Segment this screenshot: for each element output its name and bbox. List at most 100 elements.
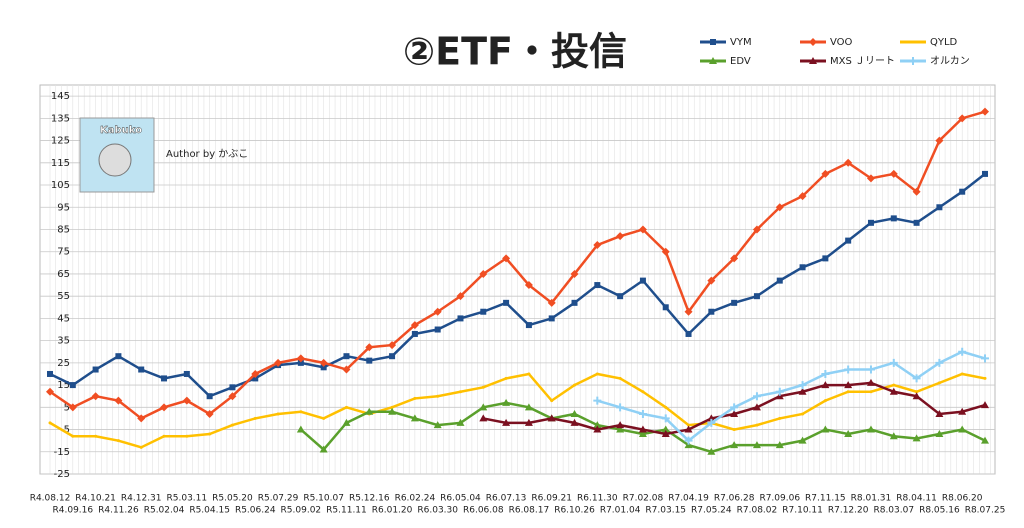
point [480, 308, 487, 315]
point [753, 293, 760, 300]
point [889, 169, 898, 178]
x-tick-label: R8.06.20 [942, 494, 983, 504]
point [685, 330, 692, 337]
point [730, 403, 739, 412]
legend-label: VYM [730, 37, 752, 48]
x-tick-label: R5.03.11 [167, 494, 208, 504]
point [504, 376, 508, 380]
y-tick-label: 75 [57, 247, 70, 258]
point [343, 353, 350, 360]
point [411, 330, 418, 337]
x-tick-label: R4.12.31 [121, 494, 162, 504]
legend-label: EDV [730, 56, 751, 67]
point [844, 365, 853, 374]
point [775, 387, 784, 396]
point [821, 169, 830, 178]
point [866, 365, 875, 374]
point [809, 38, 817, 46]
point [479, 414, 488, 422]
line [49, 110, 986, 420]
y-tick-label: 115 [51, 158, 70, 169]
point [958, 114, 967, 123]
point [296, 425, 305, 433]
point [94, 434, 98, 438]
point [413, 396, 417, 400]
point [730, 409, 739, 417]
y-tick-label: 15 [57, 380, 70, 391]
point [276, 412, 280, 416]
point [982, 170, 988, 177]
x-tick-label: R5.12.16 [349, 494, 390, 504]
point [821, 381, 830, 389]
point [981, 401, 989, 409]
point [115, 353, 122, 360]
x-tick-label: R7.05.24 [691, 506, 732, 516]
x-tick-label: R4.11.26 [98, 506, 139, 516]
point [456, 292, 465, 301]
point [319, 358, 328, 367]
point [687, 423, 691, 427]
legend-label: オルカン [930, 55, 970, 67]
point [935, 409, 944, 417]
point [525, 322, 532, 329]
point [547, 414, 556, 422]
point [890, 215, 897, 222]
point [114, 396, 123, 405]
point [388, 341, 397, 350]
point [570, 409, 579, 417]
x-tick-label: R5.09.02 [281, 506, 322, 516]
point [570, 269, 579, 278]
x-tick-label: R4.10.21 [75, 494, 116, 504]
point [229, 384, 236, 391]
point [798, 192, 807, 201]
point [823, 399, 827, 403]
point [776, 277, 783, 284]
series [479, 378, 989, 437]
y-tick-label: 55 [57, 291, 70, 302]
point [594, 282, 601, 289]
point [389, 353, 396, 360]
point [778, 416, 782, 420]
point [481, 385, 485, 389]
series [593, 347, 989, 445]
point [709, 57, 717, 64]
point [342, 418, 351, 426]
y-tick-label: 45 [57, 313, 70, 324]
point [844, 381, 853, 389]
point [958, 425, 967, 433]
point [730, 441, 739, 449]
point [912, 187, 921, 196]
point [616, 421, 625, 429]
point [162, 434, 166, 438]
x-tick-label: R5.07.29 [258, 494, 299, 504]
x-tick-label: R4.08.12 [30, 494, 71, 504]
point [206, 393, 213, 400]
x-tick-label: R5.10.07 [303, 494, 344, 504]
point [296, 354, 305, 363]
point [867, 219, 874, 226]
point [866, 425, 875, 433]
point [707, 447, 716, 455]
point [958, 407, 967, 415]
point [909, 57, 917, 65]
x-tick-label: R5.11.11 [326, 506, 367, 516]
point [866, 378, 875, 386]
point [798, 381, 807, 390]
x-tick-label: R8.01.31 [851, 494, 892, 504]
point [183, 370, 190, 377]
logo-text: Kabuko [100, 125, 142, 136]
point [889, 358, 898, 367]
x-tick-label: R8.07.25 [965, 506, 1006, 516]
y-tick-label: 35 [57, 336, 70, 347]
point [809, 57, 817, 64]
legend-label: QYLD [930, 37, 958, 48]
chart-title: ②ETF・投信 [403, 30, 627, 74]
point [160, 403, 169, 412]
y-tick-label: 25 [57, 358, 70, 369]
x-tick-label: R7.12.20 [828, 506, 869, 516]
point [664, 405, 668, 409]
y-tick-label: 65 [57, 269, 70, 280]
x-tick-label: R6.05.04 [440, 494, 481, 504]
legend-label: VOO [830, 37, 853, 48]
point [365, 407, 374, 415]
